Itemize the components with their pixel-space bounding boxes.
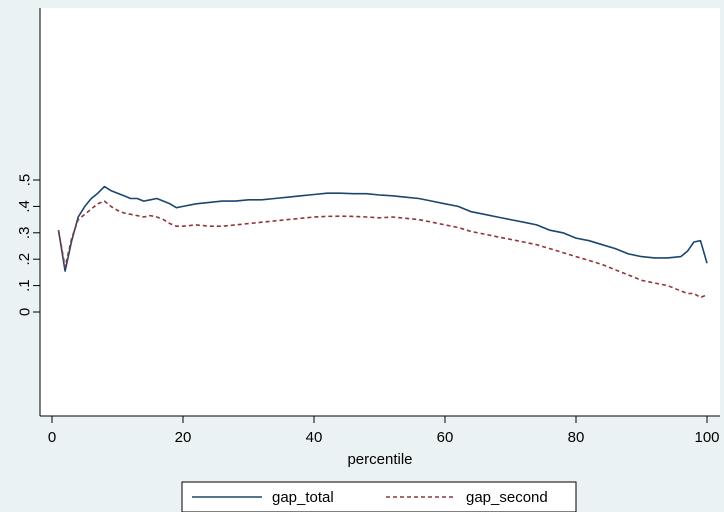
- x-tick-label: 80: [568, 429, 585, 446]
- x-tick-label: 60: [437, 429, 454, 446]
- y-tick-label: .2: [16, 253, 33, 266]
- y-axis-ticks: 0 .1 .2 .3 .4 .5: [16, 174, 40, 316]
- series-line-gap-total: [57, 185, 708, 272]
- y-tick-label: .4: [16, 200, 33, 213]
- legend: gap_total gap_second: [181, 481, 577, 512]
- series-layer: [57, 185, 708, 299]
- x-axis-label: percentile: [347, 451, 412, 468]
- y-tick-label: .3: [16, 227, 33, 240]
- x-tick-label: 20: [175, 429, 192, 446]
- series-line-gap-second: [57, 200, 708, 299]
- y-tick-label: 0: [16, 308, 33, 316]
- legend-label-gap-second: gap_second: [466, 489, 548, 506]
- plot-background: [40, 8, 720, 416]
- legend-label-gap-total: gap_total: [272, 489, 334, 506]
- x-tick-label: 40: [306, 429, 323, 446]
- y-tick-label: .1: [16, 279, 33, 292]
- x-tick-label: 100: [694, 429, 719, 446]
- x-tick-label: 0: [48, 429, 56, 446]
- x-axis-ticks: 0 20 40 60 80 100: [48, 416, 720, 446]
- y-tick-label: .5: [16, 174, 33, 187]
